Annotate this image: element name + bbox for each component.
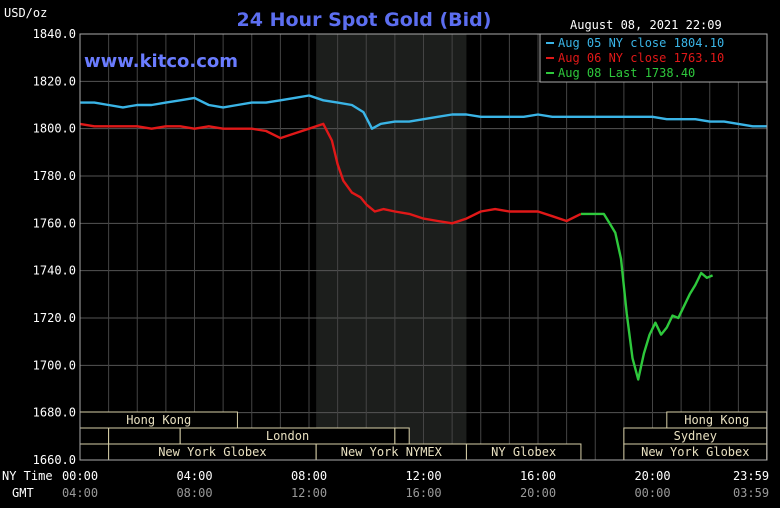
market-session-box	[394, 427, 410, 445]
y-tick-label: 1820.0	[33, 74, 76, 88]
grid	[80, 34, 767, 460]
x-tick-ny: 08:00	[291, 469, 327, 483]
y-axis-ticks: 1840.0 1820.0 1800.0 1780.0 1760.0 1740.0 1720…	[33, 27, 76, 467]
x-tick-ny: 00:00	[62, 469, 98, 483]
market-session-label: London	[266, 429, 309, 443]
x-tick-ny: 20:00	[634, 469, 670, 483]
series-line	[79, 122, 582, 225]
watermark: www.kitco.com	[84, 51, 238, 72]
x-axis-ticks: 00:00 04:00 08:00 12:00 16:00 20:00 23:59 04:00…	[62, 469, 769, 500]
x-tick-ny: 04:00	[176, 469, 212, 483]
y-tick-label: 1740.0	[33, 264, 76, 278]
chart-title: 24 Hour Spot Gold (Bid)	[237, 9, 492, 31]
x-tick-gmt: 03:59	[733, 486, 769, 500]
x-tick-gmt: 04:00	[62, 486, 98, 500]
market-session-label: Hong Kong	[684, 413, 749, 427]
market-sessions: Hong Kong Hong Kong London Sydney New York G…	[79, 411, 768, 461]
nymex-shade	[316, 34, 467, 460]
legend-box	[539, 33, 768, 83]
market-session-box	[79, 427, 110, 445]
y-tick-label: 1840.0	[33, 27, 76, 41]
series-line	[580, 212, 714, 381]
market-session-label: New York NYMEX	[341, 445, 443, 459]
market-session-label: Sydney	[674, 429, 717, 443]
plot-frame	[79, 33, 768, 461]
x-tick-ny: 23:59	[733, 469, 769, 483]
y-tick-label: 1660.0	[33, 453, 76, 467]
price-series	[79, 94, 767, 381]
market-session-label: NY Globex	[491, 445, 556, 459]
timestamp: August 08, 2021 22:09	[570, 18, 722, 32]
y-tick-label: 1800.0	[33, 122, 76, 136]
market-session-label: New York Globex	[158, 445, 266, 459]
x-tick-gmt: 00:00	[634, 486, 670, 500]
x-tick-gmt: 12:00	[291, 486, 327, 500]
y-tick-label: 1680.0	[33, 406, 76, 420]
x-tick-gmt: 16:00	[405, 486, 441, 500]
y-tick-label: 1780.0	[33, 169, 76, 183]
gmt-label: GMT	[12, 486, 34, 500]
market-session-box	[108, 427, 181, 445]
nymex-session-shade	[316, 34, 467, 460]
y-tick-label: 1700.0	[33, 358, 76, 372]
legend-entry: Aug 05 NY close 1804.10	[558, 36, 724, 50]
y-tick-label: 1760.0	[33, 216, 76, 230]
x-tick-gmt: 20:00	[520, 486, 556, 500]
market-session-label: Hong Kong	[126, 413, 191, 427]
y-tick-label: 1720.0	[33, 311, 76, 325]
x-tick-gmt: 08:00	[176, 486, 212, 500]
ny-time-label: NY Time	[2, 469, 53, 483]
legend-entry: Aug 06 NY close 1763.10	[558, 51, 724, 65]
y-axis-label: USD/oz	[4, 6, 47, 20]
x-tick-ny: 12:00	[405, 469, 441, 483]
market-session-label: New York Globex	[641, 445, 749, 459]
x-tick-ny: 16:00	[520, 469, 556, 483]
series-line	[80, 94, 767, 130]
legend-entry: Aug 08 Last 1738.40	[558, 66, 695, 80]
